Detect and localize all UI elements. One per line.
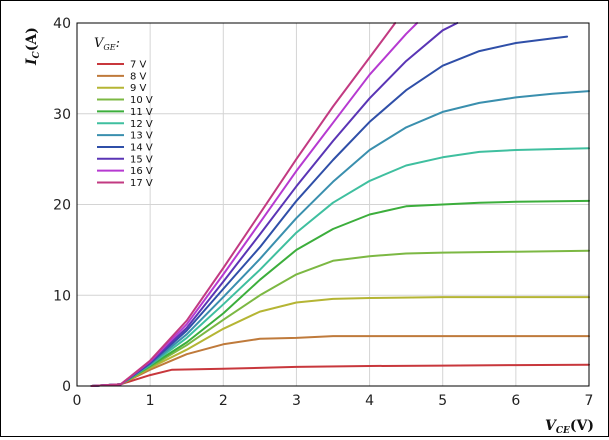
y-axis-label-sub: C [32, 50, 42, 58]
tick-labels: 0 1 2 3 4 5 6 7 0 10 20 30 40 [53, 16, 593, 409]
legend-label: 15 V [130, 154, 153, 165]
x-axis-label-sub: CE [556, 426, 570, 436]
x-axis-label: VCE(V) [545, 418, 594, 436]
legend-title-main: V [94, 36, 105, 51]
x-tick-label: 7 [585, 393, 594, 409]
x-tick-label: 1 [146, 393, 155, 409]
legend-label: 8 V [130, 71, 147, 82]
legend-label: 17 V [130, 178, 153, 189]
series-line-9v [90, 296, 590, 387]
x-tick-label: 4 [365, 393, 374, 409]
plot-area [76, 22, 590, 387]
grid [76, 22, 590, 387]
x-axis-label-unit: (V) [570, 418, 594, 434]
series-line-11v [90, 199, 590, 387]
y-axis-label-main: I [24, 58, 40, 66]
legend-title-suffix: : [116, 36, 120, 51]
y-tick-label: 0 [62, 379, 71, 395]
legend: 7 V8 V9 V10 V11 V12 V13 V14 V15 V16 V17 … [97, 60, 153, 189]
series-line-14v [90, 35, 569, 387]
series-line-8v [90, 335, 590, 387]
legend-label: 10 V [130, 95, 153, 106]
series-line-17v [90, 22, 397, 387]
series-line-13v [90, 90, 590, 387]
legend-label: 14 V [130, 142, 153, 153]
y-tick-label: 10 [53, 288, 71, 304]
x-tick-label: 2 [219, 393, 228, 409]
y-tick-label: 20 [53, 198, 71, 214]
series-line-12v [90, 147, 590, 387]
x-tick-label: 5 [438, 393, 447, 409]
y-axis-label-unit: (A) [24, 27, 40, 51]
legend-title-sub: GE [103, 43, 115, 52]
series-line-7v [90, 363, 590, 387]
y-axis-label: IC(A) [24, 27, 42, 66]
legend-label: 12 V [130, 119, 153, 130]
legend-label: 7 V [130, 60, 147, 71]
y-tick-label: 30 [53, 107, 71, 123]
y-tick-label: 40 [53, 16, 71, 32]
legend-label: 13 V [130, 131, 153, 142]
legend-title: VGE: [94, 36, 120, 52]
legend-label: 16 V [130, 166, 153, 177]
x-tick-label: 3 [292, 393, 301, 409]
legend-label: 11 V [130, 107, 153, 118]
series-lines [90, 22, 590, 387]
x-axis-label-main: V [545, 418, 558, 434]
legend-label: 9 V [130, 83, 147, 94]
x-tick-label: 6 [511, 393, 520, 409]
x-tick-label: 0 [73, 393, 82, 409]
